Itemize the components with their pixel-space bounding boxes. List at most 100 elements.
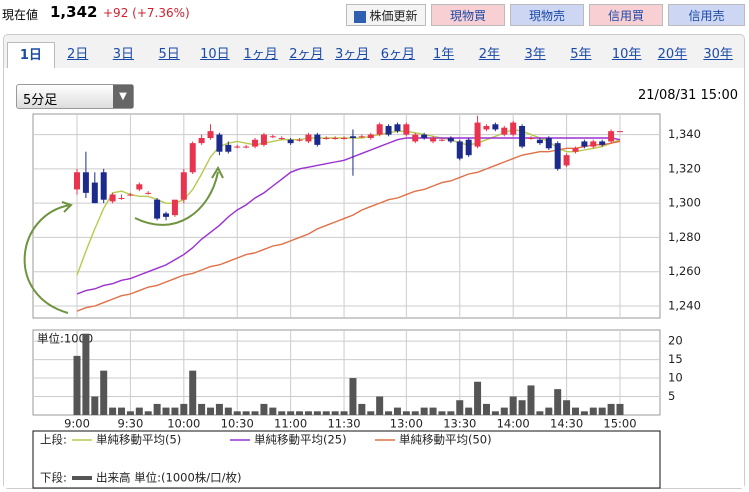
period-tab[interactable]: 5年 xyxy=(570,47,592,62)
price: 1,342 xyxy=(50,3,98,21)
volume-bar xyxy=(465,407,473,415)
period-tab[interactable]: 10年 xyxy=(611,47,642,62)
period-tab[interactable]: 20年 xyxy=(657,47,688,62)
x-tick-label: 14:30 xyxy=(550,417,583,431)
refresh-icon xyxy=(354,10,367,23)
candle-body xyxy=(305,134,312,142)
candle-body xyxy=(421,134,428,138)
price-plot-frame xyxy=(32,113,661,319)
margin-sell-button[interactable]: 信用売 xyxy=(668,4,745,26)
volume-bar xyxy=(278,411,286,415)
volume-bar xyxy=(287,411,295,415)
period-tab[interactable]: 5日 xyxy=(158,47,180,62)
volume-bar xyxy=(500,407,508,415)
candle-body xyxy=(590,141,597,147)
volume-bar xyxy=(82,333,90,415)
period-tab[interactable]: 3日 xyxy=(112,47,135,62)
period-tab[interactable]: 1ヶ月 xyxy=(243,47,278,62)
candle-body xyxy=(501,127,508,135)
y-tick-label: 5 xyxy=(668,389,675,403)
y-tick-label: 1,260 xyxy=(668,264,701,278)
candle-body xyxy=(349,136,356,138)
volume-bar xyxy=(322,411,330,415)
volume-bar xyxy=(420,407,428,415)
volume-bar xyxy=(607,403,615,415)
period-tab[interactable]: 2日 xyxy=(66,47,89,62)
volume-bar xyxy=(554,389,562,415)
legend-label: 単純移動平均(5) xyxy=(96,433,181,447)
volume-bar xyxy=(304,411,312,415)
candle-body xyxy=(617,131,623,133)
volume-bar xyxy=(224,407,232,415)
arrow xyxy=(134,171,219,226)
arrow-head xyxy=(211,165,224,179)
y-tick-label: 1,280 xyxy=(668,230,701,244)
volume-bar xyxy=(242,411,250,415)
interval-select[interactable]: 5分足 ▼ xyxy=(16,84,134,109)
y-tick-label: 10 xyxy=(668,371,683,385)
select-arrow: ▼ xyxy=(113,85,133,108)
volume-bar xyxy=(563,400,571,415)
sell-button[interactable]: 現物売 xyxy=(510,4,584,26)
refresh-button[interactable]: 株価更新 xyxy=(346,4,426,26)
volume-bar xyxy=(571,407,579,415)
candle-body xyxy=(145,192,152,194)
candle-body xyxy=(234,146,241,148)
candle-body xyxy=(171,199,178,216)
candle-body xyxy=(447,138,454,142)
period-tab[interactable]: 3年 xyxy=(524,47,546,62)
volume-bar xyxy=(545,407,553,415)
volume-bar xyxy=(100,370,108,415)
volume-bar xyxy=(527,385,535,415)
buy-button[interactable]: 現物買 xyxy=(431,4,505,26)
volume-bar xyxy=(126,411,134,415)
period-tab[interactable]: 10日 xyxy=(200,47,230,62)
y-tick-label: 1,340 xyxy=(668,127,701,141)
candle-body xyxy=(127,194,134,196)
volume-bar xyxy=(171,407,179,415)
price-label: 現在値 xyxy=(2,8,39,22)
candle-body xyxy=(100,172,107,200)
period-tab[interactable]: 1日 xyxy=(7,42,55,68)
volume-bar xyxy=(135,407,143,415)
period-tab[interactable]: 1年 xyxy=(432,47,455,62)
candle-body xyxy=(403,124,410,135)
volume-bar xyxy=(251,411,259,415)
candle-body xyxy=(554,143,561,169)
candle-body xyxy=(91,182,98,204)
candle-body xyxy=(367,134,374,138)
margin-buy-button[interactable]: 信用買 xyxy=(589,4,663,26)
period-tab[interactable]: 2ヶ月 xyxy=(289,47,324,62)
candle-body xyxy=(545,138,552,149)
volume-bar xyxy=(429,407,437,415)
period-tab[interactable]: 6ヶ月 xyxy=(380,47,416,62)
x-tick-label: 9:30 xyxy=(117,417,143,431)
volume-bar xyxy=(340,411,348,415)
candle-body xyxy=(492,124,499,130)
period-tab[interactable]: 3ヶ月 xyxy=(334,47,370,62)
candle-body xyxy=(82,172,89,193)
x-tick-label: 11:30 xyxy=(327,417,360,431)
timestamp: 21/08/31 15:00 xyxy=(638,88,738,103)
candle-body xyxy=(180,172,187,200)
volume-bar xyxy=(180,403,188,415)
volume-legend-label: 出来高 単位:(1000株/口/枚) xyxy=(96,471,242,485)
candle-body xyxy=(109,194,116,202)
candle-body xyxy=(412,134,419,142)
legend-upper: 上段: xyxy=(40,433,67,447)
volume-bar xyxy=(207,407,215,415)
candle-body xyxy=(456,141,463,159)
volume-bar xyxy=(313,411,321,415)
candle-body xyxy=(207,131,214,138)
legend-label: 単純移動平均(25) xyxy=(254,433,347,447)
candle-body xyxy=(465,139,472,156)
y-tick-label: 15 xyxy=(668,352,683,366)
unit-label: 単位:1000 xyxy=(37,332,93,346)
period-tab[interactable]: 2年 xyxy=(478,47,501,62)
volume-bar xyxy=(580,411,588,415)
period-tab[interactable]: 30年 xyxy=(703,47,733,62)
candle-body xyxy=(163,213,170,217)
x-tick-label: 10:00 xyxy=(167,417,200,431)
volume-bar xyxy=(269,407,277,415)
